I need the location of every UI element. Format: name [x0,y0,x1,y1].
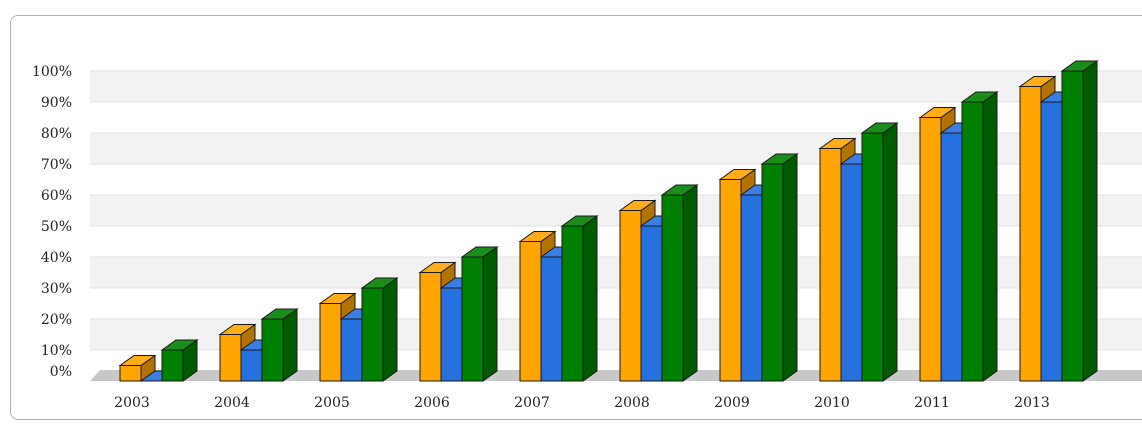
y-tick-label: 40% [41,250,72,266]
bar-front [940,132,963,382]
y-tick-label: 60% [41,188,72,204]
x-tick-label: 2004 [214,395,250,411]
grid-band [90,71,1142,102]
bar-side [782,153,798,382]
bar-front [840,163,863,382]
bar-front [461,256,484,382]
bar-front [119,365,142,382]
bar-front [861,132,884,382]
y-axis-ticks: 0% 10% 20% 30% 40% 50% 60% 70% 80% 90% 100% [32,64,72,380]
bar-2010-s3 [860,122,899,382]
x-tick-label: 2010 [814,395,850,411]
bar-front [561,225,584,382]
y-tick-label: 80% [41,126,72,142]
bar-side [882,122,898,382]
x-tick-label: 2008 [614,395,650,411]
bar-front [161,349,184,382]
y-tick-label: 30% [41,281,72,297]
y-tick-label: 50% [41,219,72,235]
bar-front [661,194,684,382]
bar-side [382,277,398,382]
bar-front [1019,86,1042,382]
y-tick-label: 90% [41,95,72,111]
bar-front [219,334,242,382]
y-tick-label: 0% [50,364,72,380]
bar-2007-s3 [560,215,599,382]
bar-side [682,184,698,382]
bar-side [582,215,598,382]
bar-side [482,246,498,382]
bar-front [740,194,763,382]
y-tick-label: 10% [41,343,72,359]
bar-front [819,148,842,382]
bar-side [982,91,998,382]
bar-front [1040,101,1063,382]
x-tick-label: 2011 [914,395,950,411]
bar-front [640,225,663,382]
bar-2005-s3 [360,277,399,382]
bar-front [340,318,363,382]
x-tick-label: 2006 [414,395,450,411]
bar-2003-s3 [160,339,199,382]
x-tick-label: 2013 [1014,395,1050,411]
x-tick-label: 2005 [314,395,350,411]
bar-front [919,117,942,382]
bar-2011-s3 [960,91,999,382]
bar-front [619,210,642,382]
bar-front [519,241,542,382]
x-tick-label: 2009 [714,395,750,411]
bar-front [419,272,442,382]
bar-front [1061,70,1084,382]
bar-2008-s3 [660,184,699,382]
bar-front [719,179,742,382]
x-tick-label: 2003 [114,395,150,411]
bar-front [319,303,342,382]
bar-front [361,287,384,382]
bar-front [961,101,984,382]
bar-2006-s3 [460,246,499,382]
bar-side [282,308,298,382]
bar-front [261,318,284,382]
bar-front [761,163,784,382]
y-tick-label: 20% [41,312,72,328]
bar-front [540,256,563,382]
bar-front [440,287,463,382]
bar-2013-s3 [1060,60,1099,382]
x-axis-ticks: 2003 2004 2005 2006 2007 2008 2009 2010 2011 2013 [114,395,1050,411]
bars [118,60,1099,382]
bar-2004-s3 [260,308,299,382]
bar-2009-s3 [760,153,799,382]
y-tick-label: 70% [41,157,72,173]
bar-front [240,349,263,382]
x-tick-label: 2007 [514,395,550,411]
bar-side [1082,60,1098,382]
y-tick-label: 100% [32,64,72,80]
